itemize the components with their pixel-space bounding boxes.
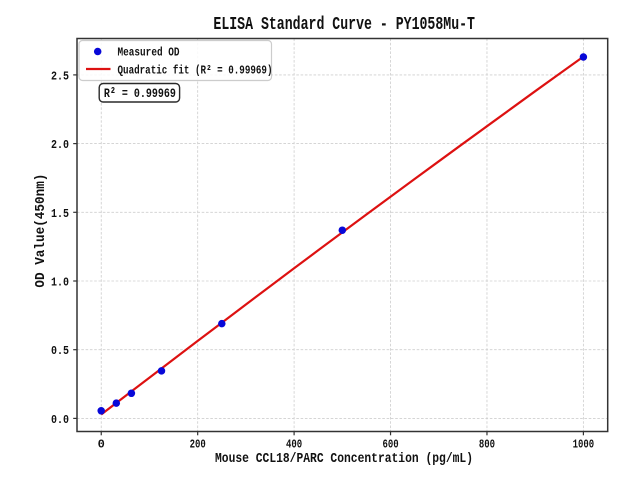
svg-text:2.5: 2.5 [51,69,69,83]
svg-text:400: 400 [286,438,302,452]
svg-text:200: 200 [190,438,206,452]
svg-text:800: 800 [479,438,495,452]
svg-text:600: 600 [382,438,398,452]
svg-text:1.0: 1.0 [51,276,69,290]
svg-text:1000: 1000 [573,438,595,452]
svg-text:2.0: 2.0 [51,138,69,152]
svg-text:0.0: 0.0 [51,413,69,427]
svg-text:Mouse CCL18/PARC Concentration: Mouse CCL18/PARC Concentration (pg/mL) [215,451,473,467]
svg-text:0: 0 [98,438,105,452]
svg-text:ELISA Standard Curve - PY1058M: ELISA Standard Curve - PY1058Mu-T [213,15,475,35]
svg-text:Measured OD: Measured OD [118,46,180,60]
svg-text:OD Value(450nm): OD Value(450nm) [33,174,49,288]
svg-text:Quadratic fit (R² = 0.99969): Quadratic fit (R² = 0.99969) [118,63,273,77]
svg-text:0.5: 0.5 [51,344,69,358]
svg-text:1.5: 1.5 [51,207,69,221]
svg-text:R² = 0.99969: R² = 0.99969 [104,86,176,101]
